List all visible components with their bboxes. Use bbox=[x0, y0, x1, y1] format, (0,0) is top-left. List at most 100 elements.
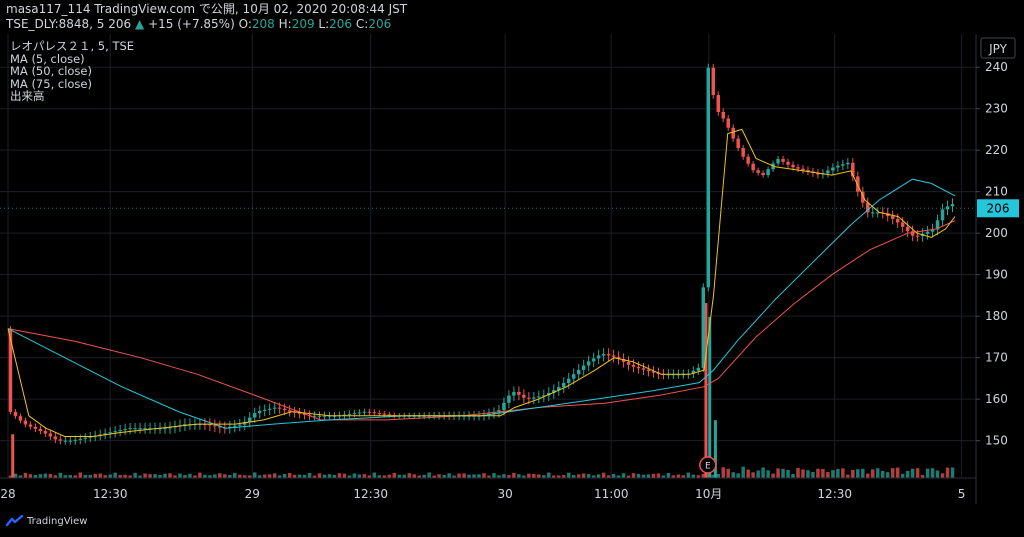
volume-bar bbox=[203, 474, 207, 478]
volume-bar bbox=[856, 469, 860, 478]
candle-body bbox=[571, 374, 576, 379]
candle-body bbox=[701, 287, 706, 368]
volume-bar bbox=[252, 472, 257, 478]
candle-body bbox=[726, 118, 730, 128]
currency-badge[interactable] bbox=[980, 37, 1016, 59]
candle-body bbox=[846, 162, 850, 165]
volume-bar bbox=[168, 473, 172, 478]
time-tick-label: 30 bbox=[498, 487, 513, 501]
price-tag-bg bbox=[977, 199, 1019, 218]
volume-bar bbox=[397, 474, 402, 478]
volume-bar bbox=[691, 474, 696, 478]
candle-body bbox=[277, 407, 282, 409]
candle-body bbox=[78, 438, 83, 440]
legend-ma75[interactable]: MA (75, close) bbox=[10, 76, 92, 91]
legend-volume[interactable]: 出来高 bbox=[10, 89, 45, 103]
volume-bar bbox=[83, 474, 87, 478]
candle-body bbox=[218, 426, 222, 428]
time-axis[interactable]: 28 12:30 29 12:30 30 11:00 10月 12:30 5 bbox=[0, 487, 965, 501]
price-chart[interactable]: 150 160 170 180 190 200 210 220 230 240 28 12:30 29… bbox=[0, 34, 1024, 504]
volume-bar bbox=[457, 473, 461, 478]
price-change: +15 (+7.85%) bbox=[148, 17, 235, 31]
volume-bar bbox=[28, 474, 33, 478]
volume-bar bbox=[472, 474, 476, 478]
volume-bar bbox=[586, 474, 591, 478]
volume-bar bbox=[382, 475, 387, 478]
price-tick-label: 170 bbox=[985, 351, 1008, 365]
candle-body bbox=[73, 439, 78, 441]
candle-body bbox=[851, 162, 855, 177]
currency-label: JPY bbox=[988, 42, 1008, 56]
price-tick-label: 230 bbox=[985, 102, 1008, 116]
volume-bar bbox=[791, 474, 795, 478]
candle-body bbox=[527, 397, 531, 399]
candle-body bbox=[517, 391, 521, 395]
candle-body bbox=[507, 395, 511, 403]
volume-bar bbox=[591, 475, 596, 478]
price-tick-label: 160 bbox=[985, 392, 1008, 406]
volume-bar bbox=[671, 475, 676, 478]
candle-body bbox=[776, 158, 780, 164]
candle-body bbox=[746, 156, 750, 164]
price-axis[interactable]: 150 160 170 180 190 200 210 220 230 240 bbox=[976, 60, 1008, 448]
legend-title[interactable]: レオパレス２１, 5, TSE bbox=[10, 39, 135, 53]
candle-body bbox=[696, 367, 701, 371]
candle-body bbox=[357, 412, 362, 414]
volume-bar bbox=[233, 472, 237, 478]
volume-bar bbox=[502, 474, 506, 478]
candle-body bbox=[601, 353, 606, 356]
candle-body bbox=[636, 366, 641, 369]
volume-bar bbox=[322, 474, 327, 478]
volume-bar bbox=[18, 475, 23, 478]
volume-bar bbox=[871, 469, 875, 478]
volume-bar bbox=[247, 475, 252, 478]
candle-body bbox=[751, 163, 755, 171]
candle-body bbox=[866, 202, 870, 213]
volume-bar bbox=[512, 472, 516, 478]
footer bbox=[0, 508, 1024, 537]
volume-bar bbox=[880, 470, 885, 478]
candle-body bbox=[113, 431, 117, 433]
volume-bar bbox=[243, 475, 247, 478]
candle-body bbox=[561, 382, 566, 388]
candle-body bbox=[616, 356, 621, 359]
volume-spike bbox=[11, 434, 15, 478]
volume-bar bbox=[846, 474, 850, 478]
volume-bar bbox=[626, 475, 631, 478]
volume-bar bbox=[143, 473, 147, 478]
price-tick-label: 180 bbox=[985, 309, 1008, 323]
volume-bar bbox=[218, 473, 222, 478]
candle-body bbox=[542, 395, 546, 397]
volume-bar bbox=[38, 474, 43, 478]
volume-bar bbox=[58, 472, 63, 478]
legend-ma50[interactable]: MA (50, close) bbox=[10, 64, 92, 78]
candle-body bbox=[282, 408, 287, 411]
volume-bar bbox=[811, 471, 815, 478]
tradingview-logo[interactable]: TradingView bbox=[6, 515, 87, 527]
candle-body bbox=[796, 167, 800, 169]
candle-body bbox=[58, 439, 63, 441]
volume-bar bbox=[731, 472, 735, 478]
time-tick-label: 10月 bbox=[695, 487, 722, 501]
volume-bar bbox=[128, 475, 132, 478]
candle-body bbox=[741, 148, 745, 157]
candle-body bbox=[18, 416, 23, 421]
volume-bar bbox=[751, 472, 755, 478]
candle-body bbox=[168, 427, 172, 429]
candle-body bbox=[38, 428, 43, 432]
candle-body bbox=[895, 218, 900, 223]
legend-ma5[interactable]: MA (5, close) bbox=[10, 51, 85, 66]
volume-bar bbox=[900, 473, 905, 478]
candle-body bbox=[631, 364, 636, 367]
earnings-marker[interactable]: E bbox=[699, 456, 717, 474]
volume-bar bbox=[183, 474, 187, 478]
volume-bar bbox=[98, 473, 102, 478]
candle-body bbox=[128, 428, 132, 430]
candle-body bbox=[716, 95, 720, 112]
earnings-letter: E bbox=[705, 462, 711, 472]
volume-bar bbox=[726, 468, 730, 478]
candle-body bbox=[103, 433, 107, 435]
volume-bar bbox=[257, 475, 262, 478]
candle-body bbox=[522, 394, 526, 398]
volume-bar bbox=[736, 473, 740, 478]
